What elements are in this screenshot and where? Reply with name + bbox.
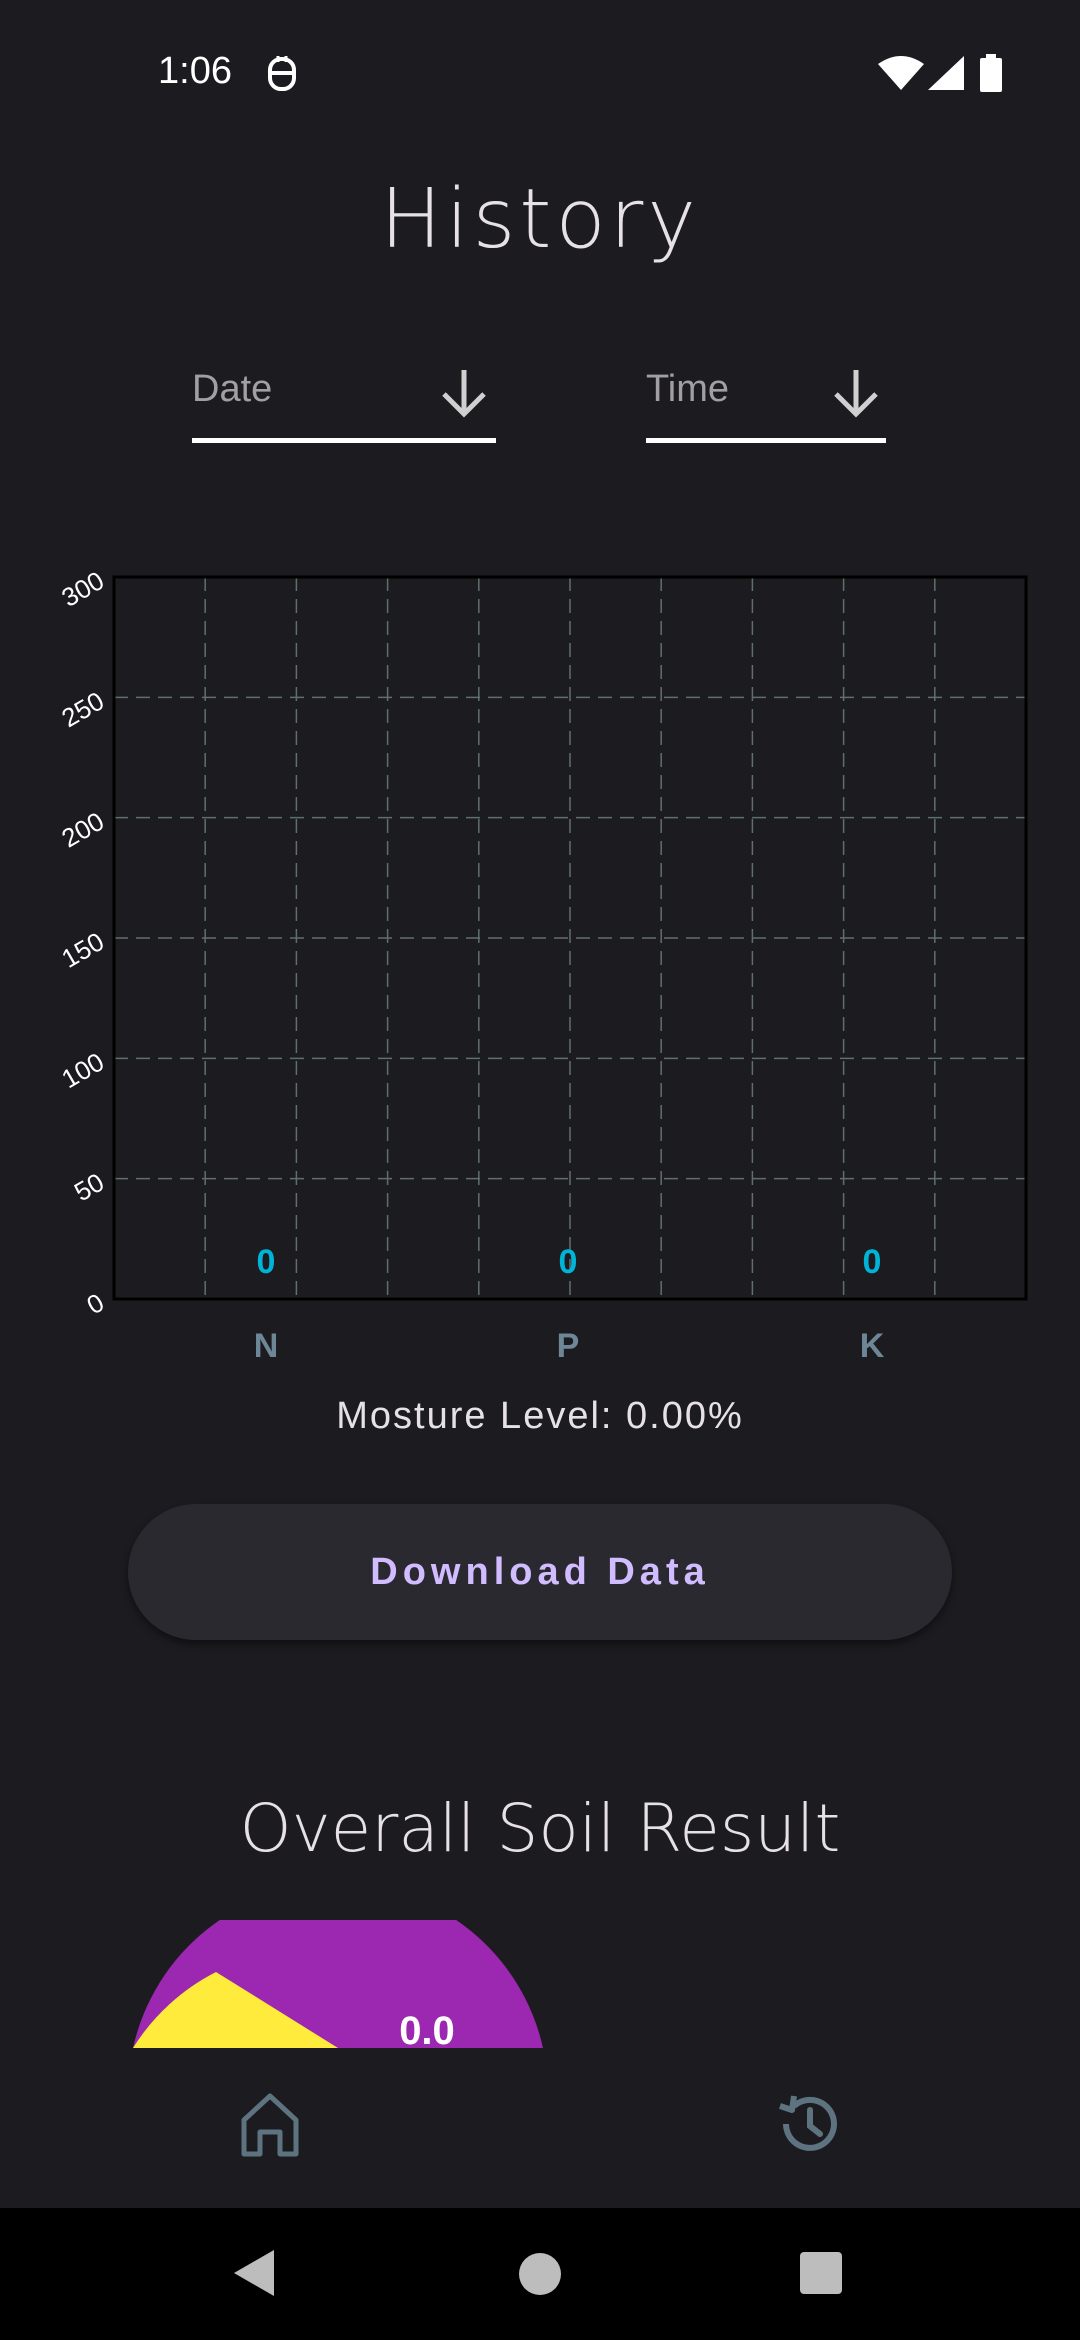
status-bar: 1:06 — [0, 0, 1080, 150]
data-label-p: 0 — [559, 1243, 578, 1281]
wifi-icon — [878, 56, 924, 97]
status-time: 1:06 — [158, 50, 232, 92]
category-label-k: K — [860, 1327, 885, 1365]
back-icon — [234, 2250, 274, 2296]
cellular-signal-icon — [928, 56, 964, 97]
y-tick-label: 150 — [56, 926, 109, 974]
page-title: History — [380, 172, 700, 267]
y-tick-label: 0 — [81, 1287, 109, 1320]
nav-home-button[interactable] — [230, 2084, 310, 2164]
time-dropdown[interactable]: Time — [646, 358, 886, 443]
nav-history-button[interactable] — [770, 2084, 850, 2164]
notification-app-icon — [266, 56, 298, 97]
data-label-n: 0 — [257, 1243, 276, 1281]
recents-button[interactable] — [800, 2252, 842, 2299]
npk-chart-svg: 0 50 100 150 200 250 300 0 N 0 P 0 K — [56, 565, 1028, 1365]
bottom-navigation — [0, 2048, 1080, 2208]
y-tick-label: 100 — [56, 1046, 109, 1094]
battery-icon — [980, 54, 1002, 97]
y-tick-label: 250 — [56, 685, 109, 733]
npk-bar-chart: 0 50 100 150 200 250 300 0 N 0 P 0 K — [0, 540, 1080, 1380]
y-tick-label: 300 — [56, 565, 109, 613]
home-system-button[interactable] — [518, 2252, 562, 2301]
history-icon — [779, 2095, 837, 2151]
recents-square-icon — [800, 2252, 842, 2294]
back-button[interactable] — [232, 2248, 276, 2303]
y-tick-label: 200 — [56, 806, 109, 854]
download-data-button[interactable]: Download Data — [128, 1504, 952, 1640]
category-label-n: N — [254, 1327, 279, 1365]
overall-soil-result-title: Overall Soil Result — [239, 1790, 841, 1867]
arrow-down-icon — [834, 370, 878, 418]
gauge-segment-yellow — [133, 1972, 338, 2048]
soil-gauge: 0.0 — [0, 1920, 1080, 2048]
time-dropdown-label: Time — [646, 368, 730, 410]
moisture-level-text: Mosture Level: 0.00% — [336, 1395, 744, 1437]
home-circle-icon — [519, 2253, 561, 2295]
home-icon — [241, 2093, 299, 2157]
system-navigation-bar — [0, 2208, 1080, 2340]
gauge-value: 0.0 — [399, 2009, 455, 2048]
category-label-p: P — [557, 1327, 580, 1365]
arrow-down-icon — [442, 370, 486, 418]
data-label-k: 0 — [863, 1243, 882, 1281]
y-tick-label: 50 — [69, 1167, 109, 1207]
plot-border — [112, 575, 1028, 1301]
date-dropdown[interactable]: Date — [192, 358, 496, 443]
date-dropdown-label: Date — [192, 368, 273, 410]
